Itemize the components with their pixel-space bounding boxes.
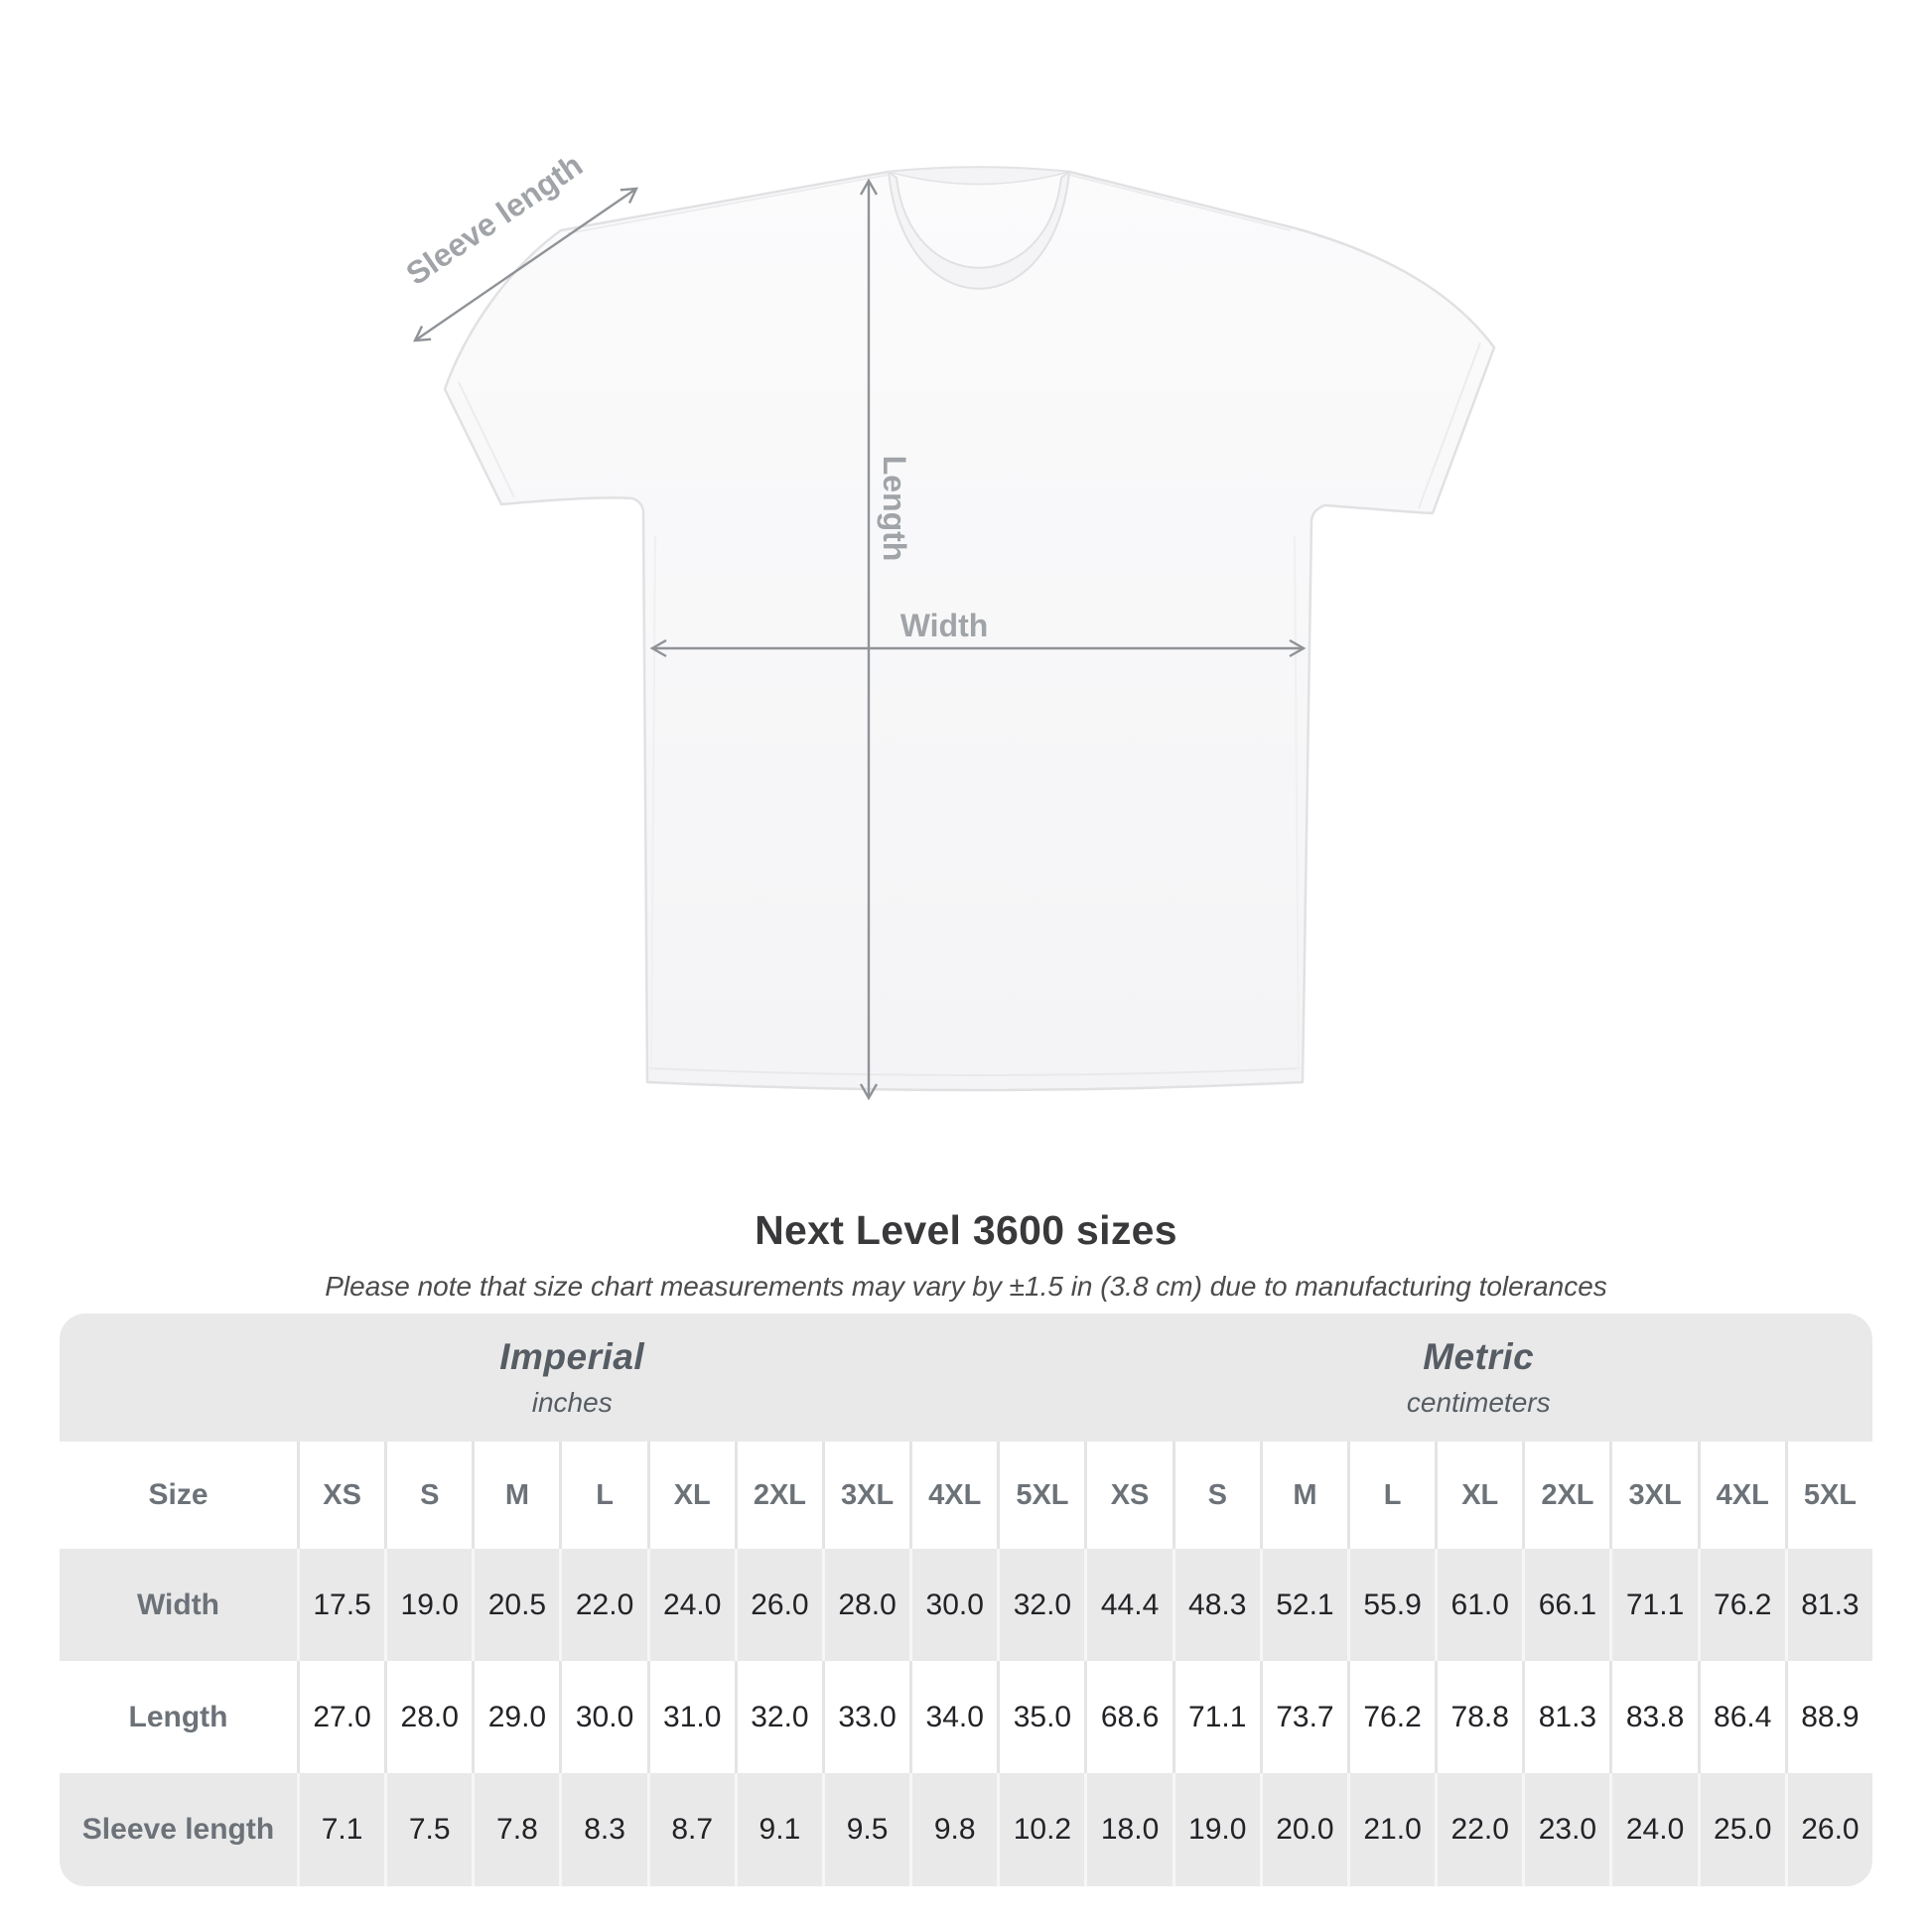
value-cell: 17.5 [297, 1549, 385, 1661]
value-cell: 86.4 [1697, 1661, 1785, 1773]
value-cell: 73.7 [1259, 1661, 1347, 1773]
width-arrow [649, 638, 1307, 658]
size-header-cell: XL [1435, 1442, 1523, 1549]
value-cell: 71.1 [1609, 1549, 1698, 1661]
value-cell: 68.6 [1084, 1661, 1173, 1773]
size-table: Imperial inches Metric centimeters Size X… [60, 1313, 1872, 1886]
value-cell: 8.7 [646, 1773, 735, 1886]
size-header-cell: 2XL [734, 1442, 822, 1549]
value-cell: 52.1 [1259, 1549, 1347, 1661]
size-header-cell: 3XL [1609, 1442, 1698, 1549]
value-cell: 44.4 [1084, 1549, 1173, 1661]
value-cell: 34.0 [909, 1661, 998, 1773]
value-cell: 8.3 [559, 1773, 647, 1886]
value-cell: 24.0 [646, 1549, 735, 1661]
page-subtitle: Please note that size chart measurements… [325, 1271, 1607, 1302]
metric-title: Metric [1423, 1336, 1535, 1377]
value-cell: 28.0 [384, 1661, 473, 1773]
imperial-title: Imperial [499, 1336, 645, 1377]
value-cell: 26.0 [734, 1549, 822, 1661]
value-cell: 7.1 [297, 1773, 385, 1886]
size-header-cell: L [1346, 1442, 1436, 1549]
size-header-cell: M [1259, 1442, 1347, 1549]
value-cell: 23.0 [1522, 1773, 1610, 1886]
value-cell: 22.0 [559, 1549, 647, 1661]
length-label: Length [877, 456, 912, 562]
value-cell: 32.0 [734, 1661, 822, 1773]
value-cell: 81.3 [1522, 1661, 1610, 1773]
size-column-header: Size [60, 1442, 297, 1549]
value-cell: 24.0 [1609, 1773, 1698, 1886]
value-cell: 25.0 [1697, 1773, 1785, 1886]
imperial-section-header: Imperial inches [60, 1313, 1085, 1442]
value-cell: 10.2 [997, 1773, 1085, 1886]
size-header-cell: 2XL [1522, 1442, 1610, 1549]
value-cell: 71.1 [1172, 1661, 1260, 1773]
size-header-cell: L [559, 1442, 647, 1549]
tshirt-seams [458, 174, 1481, 1076]
size-header-cell: M [472, 1442, 560, 1549]
value-cell: 9.1 [734, 1773, 822, 1886]
row-label: Sleeve length [60, 1773, 297, 1886]
value-cell: 81.3 [1784, 1549, 1872, 1661]
value-cell: 19.0 [1172, 1773, 1260, 1886]
value-cell: 20.5 [472, 1549, 560, 1661]
value-cell: 7.8 [472, 1773, 560, 1886]
tshirt-collar [888, 166, 1070, 290]
value-cell: 18.0 [1084, 1773, 1173, 1886]
sleeve-length-arrow [413, 187, 638, 343]
metric-section-header: Metric centimeters [1084, 1313, 1872, 1442]
size-header-cell: 4XL [1697, 1442, 1785, 1549]
value-cell: 7.5 [384, 1773, 473, 1886]
value-cell: 9.8 [909, 1773, 998, 1886]
row-label: Width [60, 1549, 297, 1661]
value-cell: 26.0 [1784, 1773, 1872, 1886]
value-cell: 22.0 [1435, 1773, 1523, 1886]
value-cell: 21.0 [1346, 1773, 1436, 1886]
value-cell: 28.0 [821, 1549, 910, 1661]
value-cell: 66.1 [1522, 1549, 1610, 1661]
value-cell: 30.0 [559, 1661, 647, 1773]
value-cell: 20.0 [1259, 1773, 1347, 1886]
value-cell: 31.0 [646, 1661, 735, 1773]
tshirt-measurement-diagram: Sleeve length Length Width [400, 147, 1496, 1101]
value-cell: 76.2 [1346, 1661, 1436, 1773]
row-label: Length [60, 1661, 297, 1773]
size-header-cell: XS [1084, 1442, 1173, 1549]
size-header-cell: 5XL [1784, 1442, 1872, 1549]
value-cell: 19.0 [384, 1549, 473, 1661]
size-header-cell: S [384, 1442, 473, 1549]
size-header-cell: 4XL [909, 1442, 998, 1549]
value-cell: 33.0 [821, 1661, 910, 1773]
size-header-cell: 5XL [997, 1442, 1085, 1549]
value-cell: 76.2 [1697, 1549, 1785, 1661]
width-label: Width [900, 608, 989, 643]
value-cell: 83.8 [1609, 1661, 1698, 1773]
value-cell: 9.5 [821, 1773, 910, 1886]
size-header-cell: XS [297, 1442, 385, 1549]
tshirt-body [443, 166, 1496, 1092]
value-cell: 48.3 [1172, 1549, 1260, 1661]
value-cell: 32.0 [997, 1549, 1085, 1661]
length-arrow [859, 178, 879, 1101]
imperial-unit: inches [531, 1387, 613, 1418]
value-cell: 29.0 [472, 1661, 560, 1773]
value-cell: 88.9 [1784, 1661, 1872, 1773]
value-cell: 78.8 [1435, 1661, 1523, 1773]
value-cell: 35.0 [997, 1661, 1085, 1773]
value-cell: 27.0 [297, 1661, 385, 1773]
size-header-cell: 3XL [821, 1442, 910, 1549]
metric-unit: centimeters [1406, 1387, 1551, 1418]
value-cell: 61.0 [1435, 1549, 1523, 1661]
value-cell: 55.9 [1346, 1549, 1436, 1661]
value-cell: 30.0 [909, 1549, 998, 1661]
page-title: Next Level 3600 sizes [755, 1207, 1177, 1253]
size-header-cell: XL [646, 1442, 735, 1549]
size-header-cell: S [1172, 1442, 1260, 1549]
